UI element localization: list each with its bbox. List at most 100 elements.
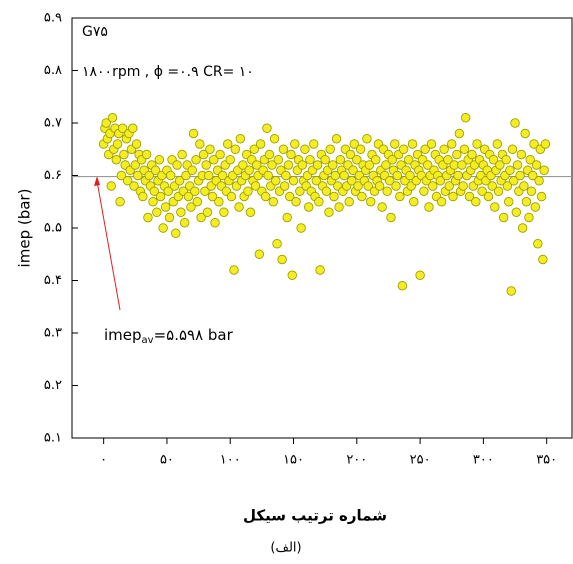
- point: [210, 218, 220, 228]
- point: [107, 113, 118, 123]
- point: [510, 118, 520, 128]
- point: [524, 212, 534, 223]
- point: [381, 160, 391, 170]
- point: [201, 160, 211, 170]
- point: [249, 144, 259, 154]
- point: [501, 155, 511, 165]
- point: [174, 176, 185, 186]
- annotation: imepav=۵.۵۹۸ bar: [104, 326, 234, 347]
- point: [300, 144, 310, 154]
- point: [397, 281, 408, 291]
- arrow-head: [94, 176, 100, 186]
- x-tick-label: ۱۰۰: [220, 453, 241, 468]
- point: [273, 155, 284, 165]
- annotation-arrow: [96, 180, 121, 311]
- point: [133, 170, 143, 181]
- point: [267, 160, 277, 170]
- point: [447, 139, 457, 149]
- point: [515, 170, 525, 181]
- point: [171, 228, 181, 238]
- point: [377, 202, 387, 212]
- point: [519, 181, 529, 191]
- point: [436, 197, 447, 207]
- point: [287, 270, 297, 280]
- point: [347, 176, 357, 186]
- point: [516, 149, 527, 160]
- point: [149, 186, 159, 196]
- point: [214, 197, 224, 207]
- point: [453, 170, 463, 181]
- point: [444, 181, 454, 191]
- point: [286, 149, 296, 160]
- y-tick-label: ۵.۶: [44, 168, 62, 183]
- point: [498, 212, 509, 223]
- x-tick-label: ۳۵۰: [536, 453, 557, 468]
- x-tick-label: ۱۵۰: [283, 453, 304, 468]
- point: [278, 144, 289, 154]
- point: [158, 223, 168, 233]
- point: [128, 123, 138, 133]
- point: [428, 181, 438, 191]
- point: [122, 176, 133, 186]
- point: [533, 239, 543, 249]
- point: [407, 139, 418, 149]
- point: [230, 144, 240, 154]
- point: [129, 181, 139, 191]
- point: [345, 149, 356, 160]
- point: [195, 139, 205, 149]
- point: [160, 202, 171, 212]
- point: [471, 197, 481, 207]
- point: [144, 170, 154, 181]
- point: [138, 191, 148, 202]
- point: [244, 165, 254, 175]
- point: [387, 155, 397, 165]
- point: [392, 170, 403, 181]
- point: [458, 181, 468, 191]
- point: [177, 149, 187, 160]
- point: [268, 197, 278, 207]
- point: [495, 160, 505, 170]
- x-tick-label: ۲۵۰: [410, 453, 431, 468]
- point: [172, 160, 182, 170]
- point: [331, 134, 342, 144]
- point: [264, 149, 275, 160]
- annotation-rest: =۵.۵۹۸ bar: [154, 326, 234, 344]
- point: [395, 191, 405, 202]
- point: [349, 139, 359, 149]
- point: [304, 202, 314, 212]
- point: [191, 155, 201, 165]
- point: [325, 144, 335, 154]
- point: [130, 160, 140, 170]
- point: [277, 254, 287, 265]
- point: [526, 186, 537, 196]
- point: [493, 186, 504, 196]
- point: [467, 149, 477, 160]
- point: [353, 181, 363, 191]
- point: [415, 270, 425, 280]
- title-line: ۱۸۰۰rpm , ϕ =۰.۹ CR= ۱۰: [82, 64, 254, 80]
- annotation-sub: av: [142, 335, 154, 346]
- x-tick-label: ۵۰: [160, 453, 174, 468]
- point: [477, 186, 487, 196]
- point: [252, 160, 262, 170]
- point: [163, 186, 173, 196]
- point: [528, 170, 538, 181]
- point: [235, 134, 246, 144]
- point: [115, 197, 125, 207]
- point: [154, 155, 165, 165]
- point: [202, 207, 213, 217]
- point: [357, 191, 367, 202]
- point: [243, 186, 253, 196]
- point: [487, 181, 497, 191]
- point: [283, 160, 294, 170]
- point: [422, 160, 433, 170]
- point: [488, 155, 499, 165]
- point: [141, 149, 152, 160]
- point: [148, 197, 158, 207]
- point: [205, 144, 215, 154]
- point: [529, 139, 539, 149]
- annotation-text: imep: [104, 326, 142, 344]
- point: [186, 202, 196, 212]
- point: [207, 191, 218, 202]
